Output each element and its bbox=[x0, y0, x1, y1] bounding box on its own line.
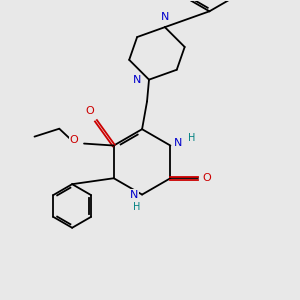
Text: O: O bbox=[70, 135, 79, 145]
Text: N: N bbox=[133, 75, 141, 85]
Text: N: N bbox=[174, 138, 182, 148]
Text: O: O bbox=[85, 106, 94, 116]
Text: H: H bbox=[134, 202, 141, 212]
Text: O: O bbox=[203, 173, 212, 183]
Text: H: H bbox=[188, 133, 195, 142]
Text: N: N bbox=[130, 190, 138, 200]
Text: N: N bbox=[161, 12, 169, 22]
